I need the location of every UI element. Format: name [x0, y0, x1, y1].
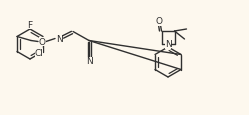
Text: N: N	[56, 35, 62, 44]
Text: N: N	[165, 40, 171, 49]
Text: O: O	[39, 38, 46, 47]
Text: F: F	[27, 21, 33, 30]
Text: Cl: Cl	[35, 49, 43, 58]
Text: O: O	[156, 17, 163, 26]
Text: N: N	[86, 57, 92, 66]
